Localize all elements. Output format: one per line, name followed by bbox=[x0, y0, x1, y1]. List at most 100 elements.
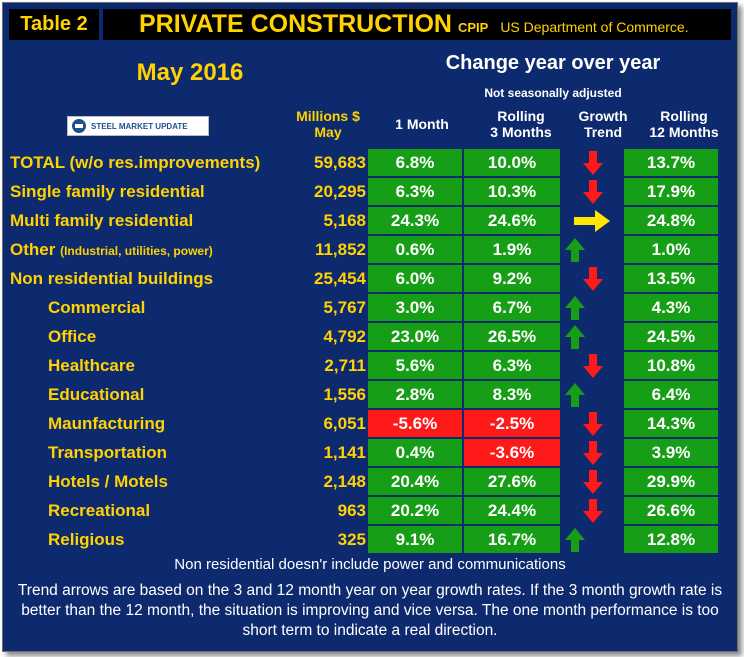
rolling-3-month-change: 8.3% bbox=[464, 381, 560, 408]
table-row: Single family residential 20,295 6.3% 10.3%… bbox=[10, 178, 718, 205]
rolling-3-month-change: 16.7% bbox=[464, 526, 560, 553]
row-label: Healthcare bbox=[10, 352, 280, 379]
rolling-12-month-change: 12.8% bbox=[624, 526, 718, 553]
millions-value: 59,683 bbox=[282, 149, 366, 176]
millions-value: 20,295 bbox=[282, 178, 366, 205]
col-header-millions: Millions $ May bbox=[296, 108, 360, 140]
rolling-12-month-change: 14.3% bbox=[624, 410, 718, 437]
one-month-change: 20.2% bbox=[368, 497, 462, 524]
col-header-rolling-3: Rolling 3 Months bbox=[490, 108, 552, 140]
millions-value: 963 bbox=[282, 497, 366, 524]
growth-trend-up-arrow-icon bbox=[562, 294, 622, 321]
rolling-3-month-change: 24.4% bbox=[464, 497, 560, 524]
one-month-change: 3.0% bbox=[368, 294, 462, 321]
table-label: Table 2 bbox=[9, 9, 99, 40]
rolling-3-month-change: 1.9% bbox=[464, 236, 560, 263]
table-row: Commercial 5,767 3.0% 6.7% 4.3% bbox=[10, 294, 718, 321]
period-heading: May 2016 bbox=[9, 43, 371, 103]
row-label: Multi family residential bbox=[10, 207, 280, 234]
table-row: Other (Industrial, utilities, power) 11,8… bbox=[10, 236, 718, 263]
title-source: US Department of Commerce. bbox=[500, 19, 689, 35]
row-label: Transportation bbox=[10, 439, 280, 466]
millions-value: 325 bbox=[282, 526, 366, 553]
rolling-12-month-change: 24.5% bbox=[624, 323, 718, 350]
col-header-1-month: 1 Month bbox=[395, 116, 449, 132]
table-row: Transportation 1,141 0.4% -3.6% 3.9% bbox=[10, 439, 718, 466]
row-label: Non residential buildings bbox=[10, 265, 280, 292]
one-month-change: 0.6% bbox=[368, 236, 462, 263]
millions-value: 11,852 bbox=[282, 236, 366, 263]
one-month-change: 5.6% bbox=[368, 352, 462, 379]
rolling-3-month-change: -2.5% bbox=[464, 410, 560, 437]
one-month-change: 23.0% bbox=[368, 323, 462, 350]
table-row: Maunfacturing 6,051 -5.6% -2.5% 14.3% bbox=[10, 410, 718, 437]
explanation-text: Trend arrows are based on the 3 and 12 m… bbox=[17, 582, 723, 639]
growth-trend-down-arrow-icon bbox=[562, 468, 622, 495]
title-main: PRIVATE CONSTRUCTION bbox=[139, 10, 452, 38]
one-month-change: 6.8% bbox=[368, 149, 462, 176]
data-table: TOTAL (w/o res.improvements) 59,683 6.8% 10… bbox=[8, 147, 720, 555]
rolling-12-month-change: 6.4% bbox=[624, 381, 718, 408]
row-label: Single family residential bbox=[10, 178, 280, 205]
one-month-change: 2.8% bbox=[368, 381, 462, 408]
rolling-3-month-change: 24.6% bbox=[464, 207, 560, 234]
rolling-3-month-change: -3.6% bbox=[464, 439, 560, 466]
steel-market-update-logo: STEEL MARKET UPDATE bbox=[67, 116, 209, 136]
growth-trend-up-arrow-icon bbox=[562, 526, 622, 553]
growth-trend-down-arrow-icon bbox=[562, 410, 622, 437]
row-label: Office bbox=[10, 323, 280, 350]
growth-trend-down-arrow-icon bbox=[562, 497, 622, 524]
footnote: Non residential doesn'r include power an… bbox=[174, 556, 566, 573]
growth-trend-down-arrow-icon bbox=[562, 265, 622, 292]
row-label: Educational bbox=[10, 381, 280, 408]
millions-value: 2,148 bbox=[282, 468, 366, 495]
millions-value: 4,792 bbox=[282, 323, 366, 350]
rolling-12-month-change: 26.6% bbox=[624, 497, 718, 524]
rolling-12-month-change: 1.0% bbox=[624, 236, 718, 263]
rolling-12-month-change: 13.7% bbox=[624, 149, 718, 176]
rolling-3-month-change: 10.0% bbox=[464, 149, 560, 176]
rolling-12-month-change: 17.9% bbox=[624, 178, 718, 205]
table-row: Office 4,792 23.0% 26.5% 24.5% bbox=[10, 323, 718, 350]
table-row: Recreational 963 20.2% 24.4% 26.6% bbox=[10, 497, 718, 524]
rolling-12-month-change: 13.5% bbox=[624, 265, 718, 292]
rolling-12-month-change: 3.9% bbox=[624, 439, 718, 466]
table-frame: Table 2 PRIVATE CONSTRUCTION CPIP US Dep… bbox=[2, 2, 738, 652]
rolling-12-month-change: 24.8% bbox=[624, 207, 718, 234]
title-bar: PRIVATE CONSTRUCTION CPIP US Department … bbox=[103, 9, 731, 40]
row-label: Hotels / Motels bbox=[10, 468, 280, 495]
one-month-change: 20.4% bbox=[368, 468, 462, 495]
millions-value: 1,556 bbox=[282, 381, 366, 408]
row-label: Other (Industrial, utilities, power) bbox=[10, 236, 280, 263]
row-label: Recreational bbox=[10, 497, 280, 524]
rolling-3-month-change: 26.5% bbox=[464, 323, 560, 350]
one-month-change: -5.6% bbox=[368, 410, 462, 437]
logo-icon bbox=[72, 119, 86, 133]
row-label: TOTAL (w/o res.improvements) bbox=[10, 149, 280, 176]
one-month-change: 9.1% bbox=[368, 526, 462, 553]
logo-text: STEEL MARKET UPDATE bbox=[91, 121, 188, 131]
table-row: Healthcare 2,711 5.6% 6.3% 10.8% bbox=[10, 352, 718, 379]
millions-value: 25,454 bbox=[282, 265, 366, 292]
one-month-change: 24.3% bbox=[368, 207, 462, 234]
table-row: TOTAL (w/o res.improvements) 59,683 6.8% 10… bbox=[10, 149, 718, 176]
table-row: Non residential buildings 25,454 6.0% 9.2% 1… bbox=[10, 265, 718, 292]
table-row: Educational 1,556 2.8% 8.3% 6.4% bbox=[10, 381, 718, 408]
one-month-change: 6.0% bbox=[368, 265, 462, 292]
growth-trend-right-arrow-icon bbox=[562, 207, 622, 234]
growth-trend-up-arrow-icon bbox=[562, 236, 622, 263]
col-header-growth-trend: Growth Trend bbox=[578, 108, 628, 140]
millions-value: 5,767 bbox=[282, 294, 366, 321]
rolling-12-month-change: 10.8% bbox=[624, 352, 718, 379]
growth-trend-up-arrow-icon bbox=[562, 323, 622, 350]
table-row: Multi family residential 5,168 24.3% 24.6% 2… bbox=[10, 207, 718, 234]
growth-trend-down-arrow-icon bbox=[562, 149, 622, 176]
row-label: Maunfacturing bbox=[10, 410, 280, 437]
row-label: Religious bbox=[10, 526, 280, 553]
one-month-change: 6.3% bbox=[368, 178, 462, 205]
millions-value: 2,711 bbox=[282, 352, 366, 379]
millions-value: 1,141 bbox=[282, 439, 366, 466]
table-row: Religious 325 9.1% 16.7% 12.8% bbox=[10, 526, 718, 553]
title-code: CPIP bbox=[457, 20, 489, 35]
row-label: Commercial bbox=[10, 294, 280, 321]
